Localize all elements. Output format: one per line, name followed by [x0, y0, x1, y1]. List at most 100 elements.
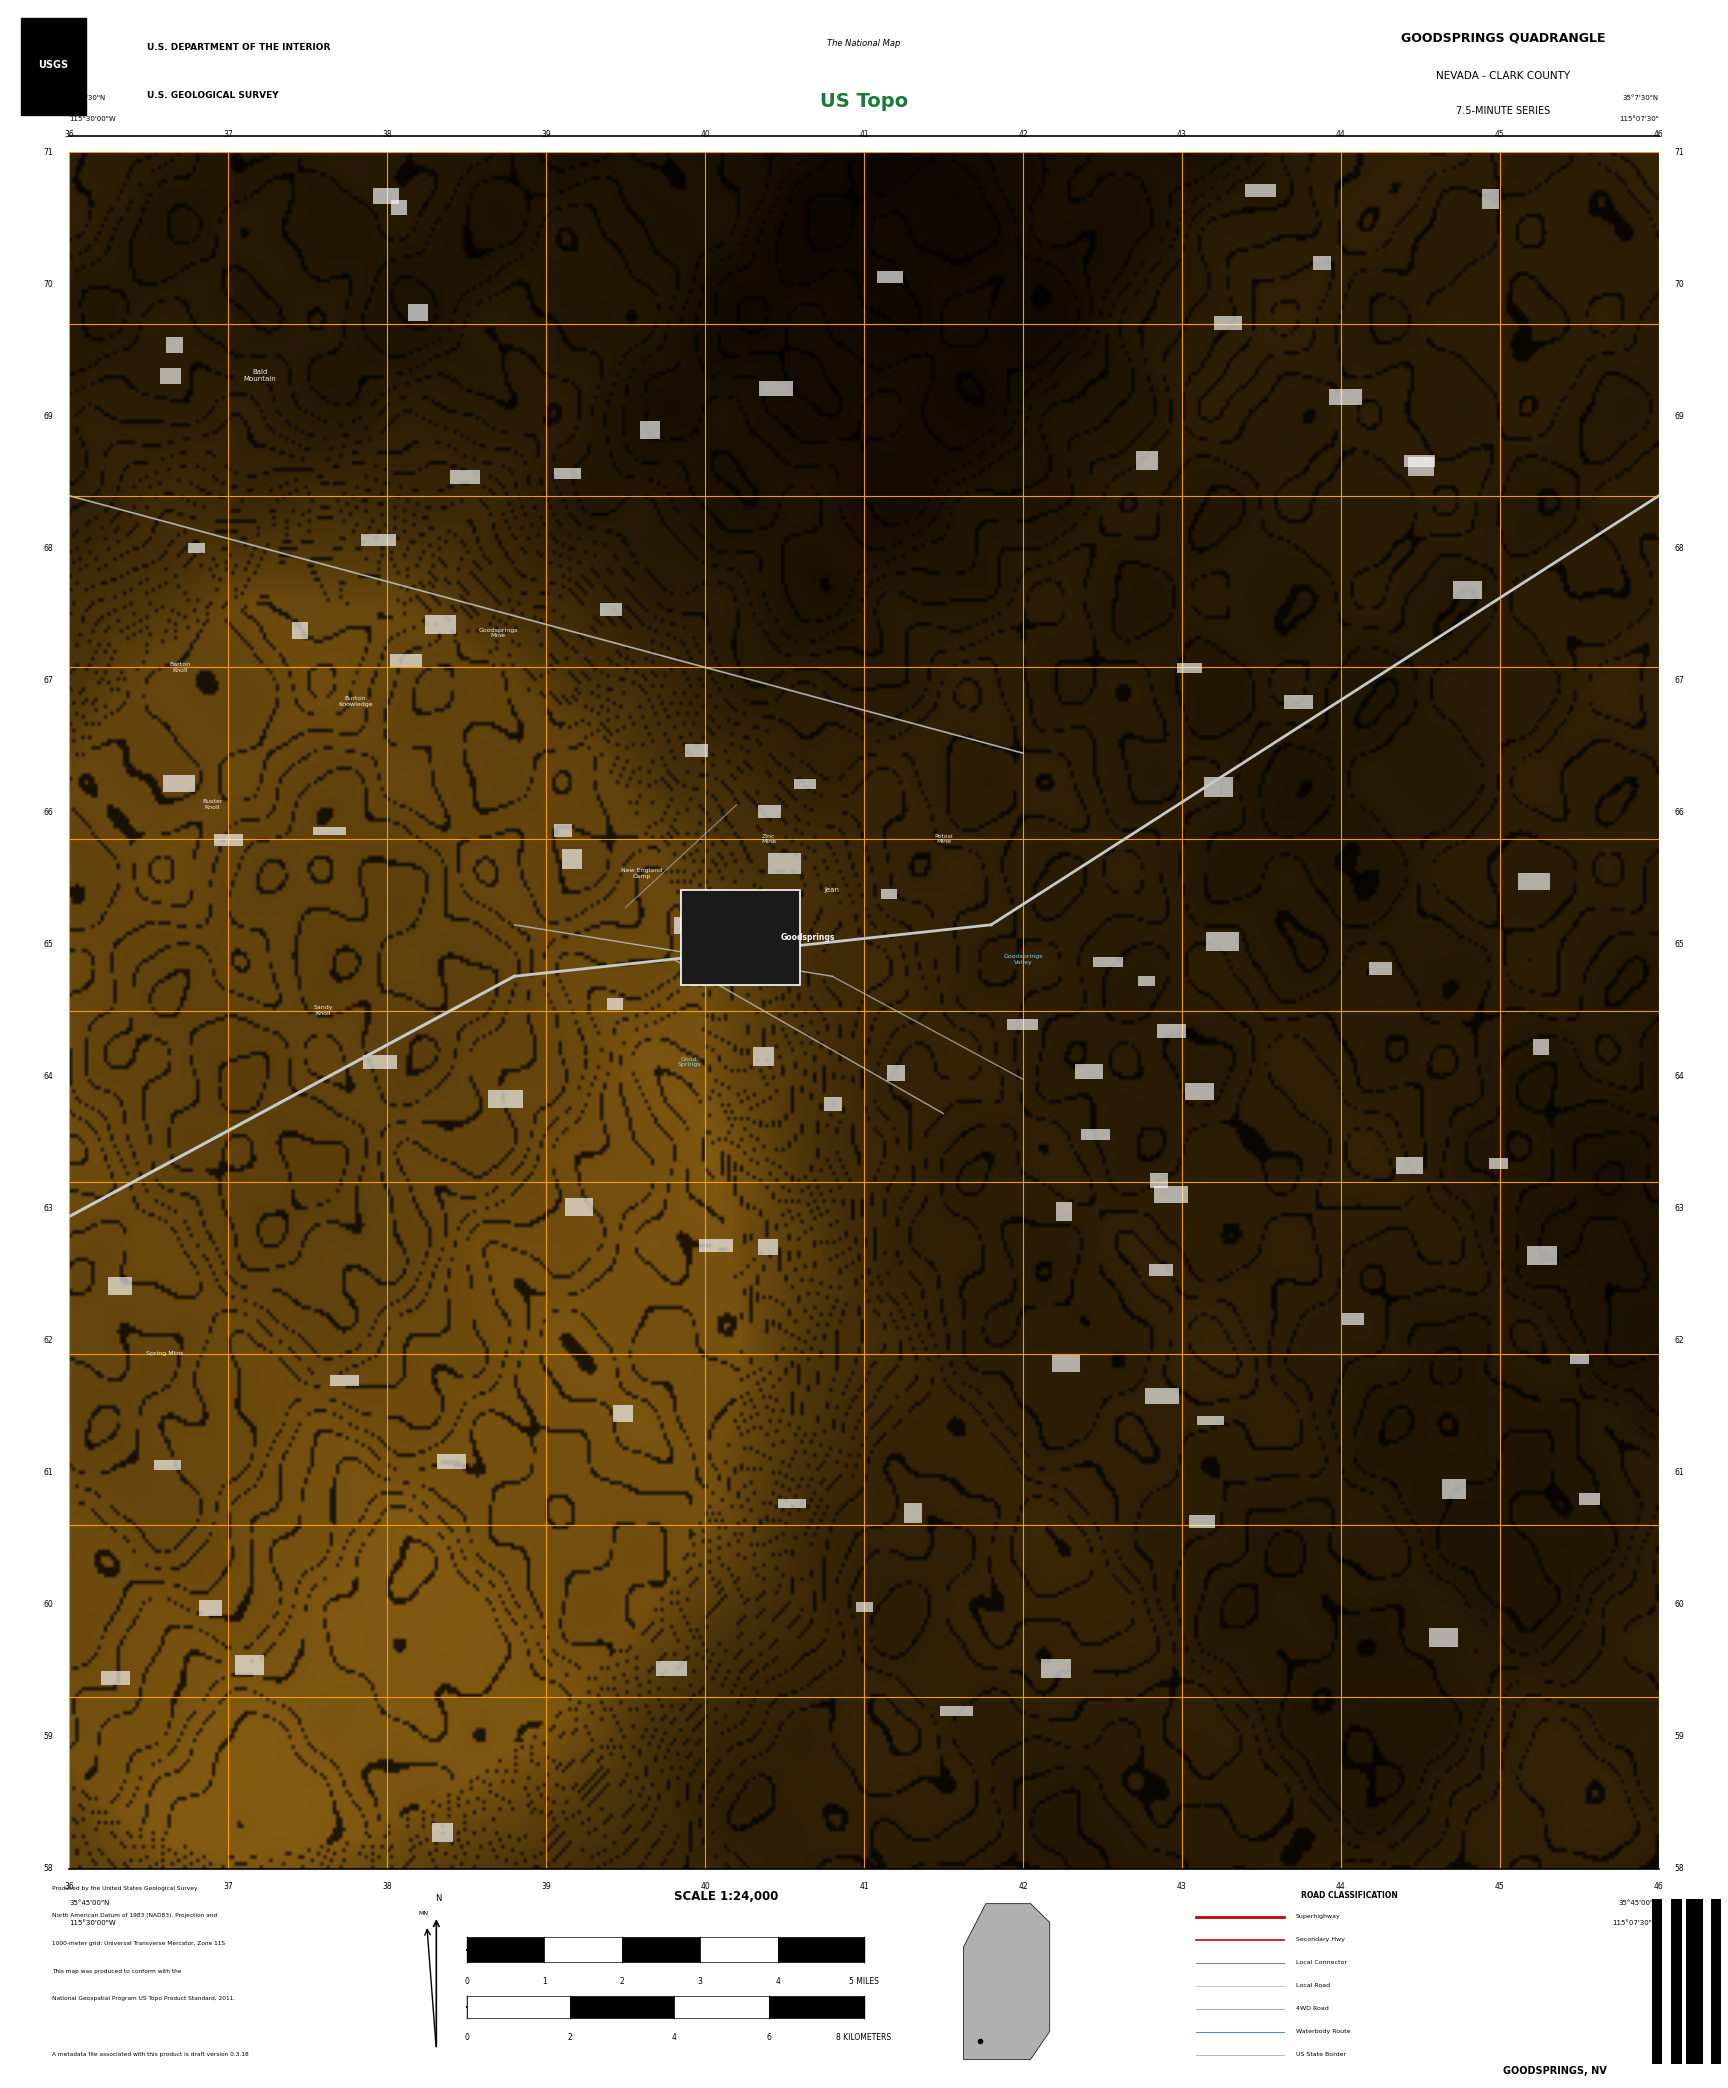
- Bar: [1139, 975, 1156, 986]
- Text: Superhighway: Superhighway: [1296, 1915, 1341, 1919]
- Text: 4: 4: [776, 1977, 779, 1986]
- Text: 65: 65: [43, 940, 54, 950]
- Bar: [408, 305, 429, 322]
- Text: 115°30'00"W: 115°30'00"W: [69, 1921, 116, 1927]
- Bar: [313, 827, 346, 835]
- Bar: [102, 1670, 130, 1685]
- Bar: [1198, 1416, 1223, 1426]
- Text: 64: 64: [43, 1071, 54, 1082]
- Bar: [1671, 1900, 1674, 2063]
- Text: 36: 36: [64, 1883, 74, 1892]
- Bar: [753, 1046, 774, 1067]
- Text: 37: 37: [223, 129, 233, 138]
- Text: N: N: [435, 1894, 441, 1902]
- Bar: [1709, 1900, 1711, 2063]
- Text: 46: 46: [1654, 1883, 1664, 1892]
- Text: 63: 63: [1674, 1205, 1685, 1213]
- Bar: [1662, 1900, 1666, 2063]
- Bar: [555, 825, 572, 837]
- Bar: [1483, 190, 1500, 209]
- Bar: [292, 622, 308, 639]
- Bar: [166, 336, 183, 353]
- Bar: [1204, 777, 1232, 798]
- Bar: [1517, 873, 1550, 889]
- Text: 4WD Road: 4WD Road: [1296, 2007, 1329, 2011]
- Bar: [1405, 455, 1434, 468]
- Bar: [1657, 1900, 1661, 2063]
- Bar: [1579, 1493, 1600, 1505]
- Text: USGS: USGS: [38, 61, 69, 71]
- Bar: [425, 614, 456, 635]
- Text: 70: 70: [43, 280, 54, 288]
- Text: A metadata file associated with this product is draft version 0.3.18: A metadata file associated with this pro…: [52, 2053, 249, 2057]
- Text: 3: 3: [698, 1977, 702, 1986]
- Text: 1000-meter grid: Universal Transverse Mercator, Zone 11S: 1000-meter grid: Universal Transverse Me…: [52, 1942, 225, 1946]
- Bar: [940, 1706, 973, 1716]
- Bar: [1528, 1247, 1557, 1265]
- Bar: [1189, 1516, 1215, 1528]
- Bar: [1453, 580, 1483, 599]
- Text: 37: 37: [223, 1883, 233, 1892]
- Bar: [467, 1996, 570, 2017]
- Text: 0: 0: [465, 2032, 468, 2042]
- Text: 115°07'30": 115°07'30": [1619, 115, 1659, 121]
- Bar: [214, 833, 244, 846]
- Text: 58: 58: [43, 1865, 54, 1873]
- Bar: [565, 1199, 593, 1215]
- Bar: [1185, 1084, 1213, 1100]
- Bar: [1177, 664, 1203, 674]
- Text: 35°45'00"N: 35°45'00"N: [69, 1900, 109, 1906]
- Bar: [1674, 1900, 1678, 2063]
- Bar: [1396, 1157, 1424, 1173]
- Bar: [1716, 1900, 1719, 2063]
- Text: 44: 44: [1336, 129, 1346, 138]
- Text: 43: 43: [1177, 1883, 1187, 1892]
- Text: 36: 36: [64, 129, 74, 138]
- Bar: [878, 271, 904, 282]
- Text: 38: 38: [382, 1883, 392, 1892]
- Bar: [449, 470, 480, 484]
- Text: U.S. DEPARTMENT OF THE INTERIOR: U.S. DEPARTMENT OF THE INTERIOR: [147, 44, 330, 52]
- Bar: [544, 1938, 622, 1963]
- Text: 36°7'30"N: 36°7'30"N: [69, 94, 105, 100]
- Text: 115°07'30"W: 115°07'30"W: [1612, 1921, 1659, 1927]
- Text: 2: 2: [620, 1977, 624, 1986]
- Bar: [1704, 1900, 1709, 2063]
- Text: Barton
Knoll: Barton Knoll: [169, 662, 192, 672]
- Text: ROAD CLASSIFICATION: ROAD CLASSIFICATION: [1301, 1892, 1398, 1900]
- Bar: [1687, 1900, 1690, 2063]
- Text: 41: 41: [859, 1883, 869, 1892]
- Text: 6: 6: [767, 2032, 771, 2042]
- Text: Secondary Hwy: Secondary Hwy: [1296, 1938, 1344, 1942]
- Text: 71: 71: [1674, 148, 1685, 157]
- Text: 39: 39: [541, 129, 551, 138]
- Bar: [881, 889, 897, 900]
- Text: Buster
Knoll: Buster Knoll: [202, 800, 223, 810]
- Bar: [757, 1238, 778, 1255]
- Bar: [159, 367, 181, 384]
- Bar: [162, 775, 195, 791]
- Bar: [570, 1996, 674, 2017]
- Text: 64: 64: [1674, 1071, 1685, 1082]
- Text: 63: 63: [43, 1205, 54, 1213]
- Text: Local Road: Local Road: [1296, 1984, 1331, 1988]
- Text: NEVADA - CLARK COUNTY: NEVADA - CLARK COUNTY: [1436, 71, 1571, 81]
- Bar: [778, 1938, 864, 1963]
- Text: 66: 66: [1674, 808, 1685, 816]
- Text: MN: MN: [418, 1911, 429, 1917]
- Bar: [1533, 1040, 1548, 1054]
- Text: 61: 61: [1674, 1468, 1685, 1476]
- Text: 1: 1: [543, 1977, 546, 1986]
- Text: 65: 65: [1674, 940, 1685, 950]
- Bar: [613, 1405, 632, 1422]
- Text: 60: 60: [43, 1599, 54, 1610]
- Text: Burton
Knowledge: Burton Knowledge: [339, 695, 373, 708]
- Bar: [655, 1662, 688, 1677]
- Text: 115°30'00"W: 115°30'00"W: [69, 115, 116, 121]
- Bar: [674, 1996, 769, 2017]
- Bar: [1441, 1478, 1465, 1499]
- Text: 38: 38: [382, 129, 392, 138]
- Text: New England
Camp: New England Camp: [620, 869, 662, 879]
- Bar: [373, 188, 399, 205]
- Bar: [1146, 1389, 1178, 1403]
